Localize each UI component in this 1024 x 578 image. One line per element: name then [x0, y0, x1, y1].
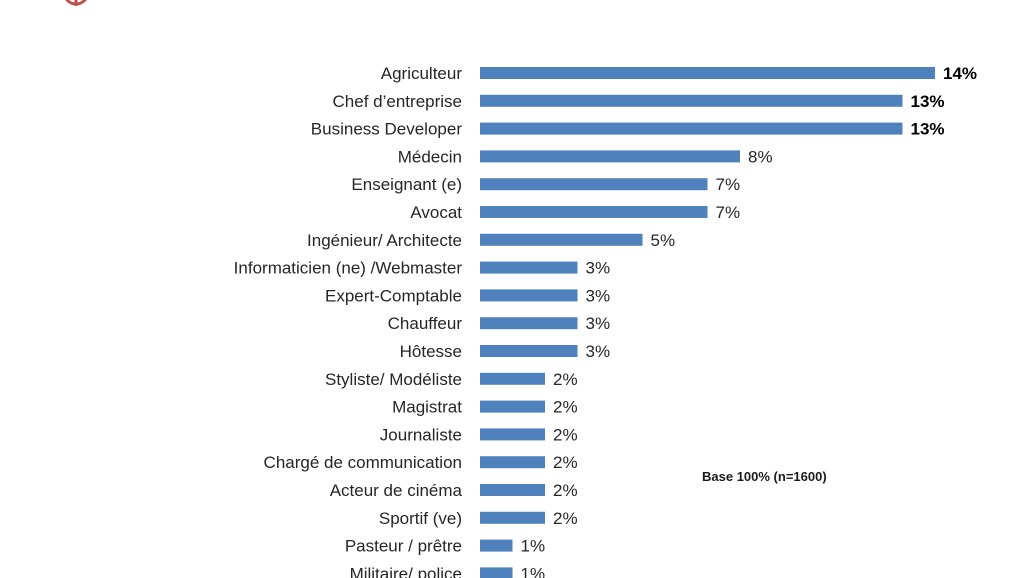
- category-label: Enseignant (e): [351, 175, 462, 194]
- value-label: 14%: [943, 64, 977, 83]
- value-label: 2%: [553, 370, 578, 389]
- bar: [480, 539, 513, 552]
- bar: [480, 206, 708, 218]
- category-label: Chauffeur: [388, 314, 463, 333]
- bar: [480, 400, 545, 413]
- category-label: Pasteur / prêtre: [345, 537, 462, 556]
- bar: [480, 233, 643, 246]
- value-label: 3%: [586, 342, 611, 361]
- bar: [480, 372, 545, 385]
- bar: [480, 511, 545, 524]
- value-label: 3%: [586, 259, 611, 278]
- bar: [480, 122, 903, 135]
- logo-target-icon: [54, 0, 98, 16]
- bar: [480, 456, 545, 469]
- value-label: 13%: [911, 92, 945, 111]
- value-label: 3%: [586, 286, 611, 305]
- value-label: 1%: [521, 564, 546, 578]
- category-label: Chef d’entreprise: [333, 92, 462, 111]
- value-label: 8%: [748, 147, 773, 166]
- bar: [480, 484, 545, 496]
- bar: [480, 317, 578, 330]
- value-label: 5%: [651, 231, 676, 250]
- value-label: 2%: [553, 481, 578, 500]
- base-note: Base 100% (n=1600): [702, 469, 827, 484]
- value-label: 2%: [553, 509, 578, 528]
- category-label: Militaire/ police: [350, 564, 462, 578]
- category-label: Expert-Comptable: [325, 286, 462, 305]
- value-label: 1%: [521, 537, 546, 556]
- category-label: Informaticien (ne) /Webmaster: [234, 259, 463, 278]
- value-label: 3%: [586, 314, 611, 333]
- category-label: Agriculteur: [381, 64, 463, 83]
- bar: [480, 178, 708, 191]
- category-label: Magistrat: [392, 398, 462, 417]
- category-label: Acteur de cinéma: [330, 481, 463, 500]
- category-label: Médecin: [398, 147, 462, 166]
- category-label: Avocat: [410, 203, 462, 222]
- bar: [480, 150, 740, 163]
- bar: [480, 261, 578, 274]
- category-label: Styliste/ Modéliste: [325, 370, 462, 389]
- category-label: Business Developer: [311, 120, 463, 139]
- category-label: Hôtesse: [400, 342, 462, 361]
- category-label: Ingénieur/ Architecte: [307, 231, 462, 250]
- bar: [480, 428, 545, 441]
- bars-layer: Agriculteur 14% Chef d’entreprise 13% Busine…: [234, 64, 977, 578]
- bar: [480, 289, 578, 302]
- category-label: Chargé de communication: [264, 453, 462, 472]
- value-label: 7%: [716, 203, 741, 222]
- value-label: 2%: [553, 398, 578, 417]
- value-label: 13%: [911, 120, 945, 139]
- bar: [480, 94, 903, 107]
- bar: [480, 345, 578, 357]
- value-label: 2%: [553, 425, 578, 444]
- bar: [480, 67, 935, 79]
- category-label: Sportif (ve): [379, 509, 462, 528]
- category-label: Journaliste: [380, 425, 462, 444]
- value-label: 7%: [716, 175, 741, 194]
- bar: [480, 567, 513, 578]
- value-label: 2%: [553, 453, 578, 472]
